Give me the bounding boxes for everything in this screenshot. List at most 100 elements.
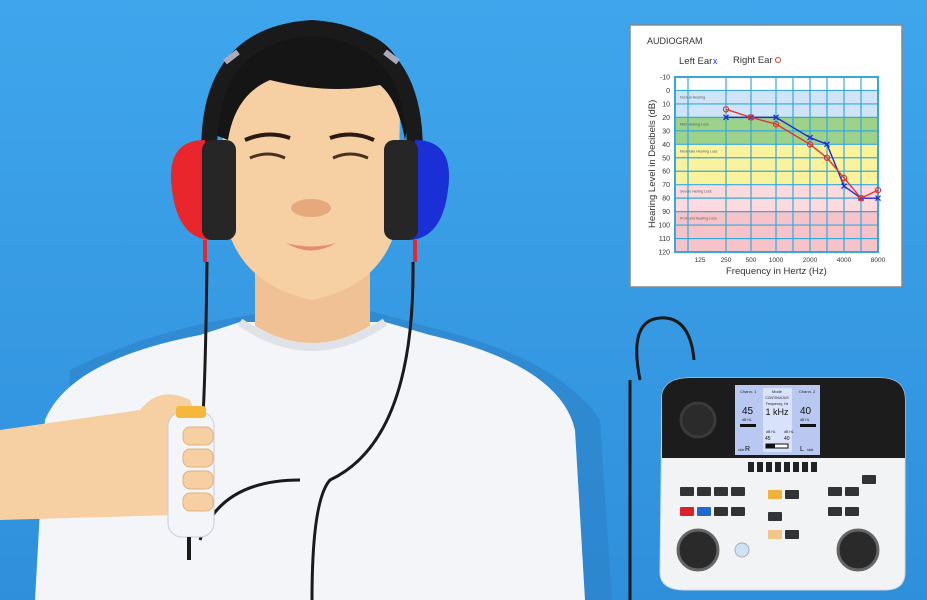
mode-label: Mode <box>772 389 783 394</box>
headband-accent <box>223 49 400 65</box>
headphones <box>170 19 450 600</box>
y-tick-label: -10 <box>660 75 670 82</box>
speaker-grille <box>679 401 717 439</box>
band-label: Normal Hearing <box>680 95 705 99</box>
headband <box>201 19 423 171</box>
frequency-value: 1 kHz <box>765 407 789 417</box>
slider-key[interactable] <box>757 462 763 472</box>
x-tick-label: 4000 <box>837 257 852 264</box>
channel2-side-label: side <box>807 448 813 452</box>
audiometer-button[interactable] <box>828 507 842 516</box>
slider-key[interactable] <box>775 462 781 472</box>
x-tick-label: 125 <box>695 257 706 264</box>
band-label: Severe Hering Loss <box>680 190 712 194</box>
response-button-yellow[interactable] <box>176 406 206 418</box>
band-label: Profound Hearing Loss <box>680 217 717 221</box>
mode-value: CONTINUOUS <box>765 396 789 400</box>
channel1-side: R <box>745 446 750 453</box>
right-ear-point <box>823 154 831 161</box>
hand-with-response-button <box>0 394 215 560</box>
y-tick-label: 60 <box>662 169 670 176</box>
channel1-dial[interactable] <box>676 528 720 572</box>
channel2-side: L <box>800 446 804 453</box>
audiometer-button[interactable] <box>785 530 799 539</box>
mouth <box>286 243 336 251</box>
right-ear-cup-pad <box>384 140 418 240</box>
right-eye-closed <box>332 152 369 160</box>
frequency-label: Frequency, Hz <box>766 402 789 406</box>
y-tick-label: 20 <box>662 115 670 122</box>
audiometer-button[interactable] <box>731 487 745 496</box>
channel2-value: 40 <box>800 406 812 417</box>
audiometer-button[interactable] <box>845 507 859 516</box>
y-tick-label: 40 <box>662 142 670 149</box>
right-ear-point <box>772 120 780 128</box>
slider-key[interactable] <box>802 462 808 472</box>
audiometer-button[interactable] <box>680 487 694 496</box>
audiometer-button[interactable] <box>697 487 711 496</box>
sub1-unit: dB HL <box>766 430 776 434</box>
right-ear-point <box>840 174 848 182</box>
left-ear-cup-red <box>170 140 210 240</box>
x-tick-label: 2000 <box>803 257 818 264</box>
left-ear-point <box>723 114 729 121</box>
audiometer-button[interactable] <box>862 475 876 484</box>
slider-key[interactable] <box>766 462 772 472</box>
slider-key[interactable] <box>793 462 799 472</box>
shirt-collar <box>237 318 388 351</box>
x-axis-label: Frequency in Hertz (Hz) <box>726 266 827 277</box>
left-ear-point <box>773 114 779 121</box>
right-ear-point <box>857 194 865 202</box>
chart-title: AUDIOGRAM <box>647 36 703 46</box>
audiometer-button[interactable] <box>768 530 782 539</box>
audiometer-button[interactable] <box>828 487 842 496</box>
slider-key[interactable] <box>784 462 790 472</box>
audiogram-card: AUDIOGRAM Left Ear x Right Ear Normal He… <box>629 24 903 288</box>
audiogram-plot: Normal Hearing Mild Hearing Loss Moderate … <box>658 75 885 265</box>
hair <box>213 25 409 140</box>
talk-button[interactable] <box>734 542 750 558</box>
channel1-side-label: side <box>738 448 744 452</box>
audiometer-button[interactable] <box>768 512 782 521</box>
y-tick-label: 90 <box>662 209 670 216</box>
right-eyebrow <box>329 132 375 142</box>
audiometer-button[interactable] <box>768 490 782 499</box>
sub2-value: 40 <box>784 436 790 442</box>
audiometer: Chann. 1 45 dB HL side R Mode CONTINUOUS… <box>628 316 906 600</box>
audiometer-button[interactable] <box>785 490 799 499</box>
y-tick-label: 0 <box>666 88 670 95</box>
left-eye-closed <box>249 152 286 160</box>
y-tick-label: 120 <box>658 250 670 257</box>
left-eyebrow <box>244 132 291 142</box>
right-ear-point <box>874 186 882 194</box>
audiometer-button[interactable] <box>714 507 728 516</box>
y-tick-label: 10 <box>662 101 670 108</box>
y-tick-label: 70 <box>662 182 670 189</box>
left-ear-point <box>841 183 847 189</box>
legend-o-marker-icon <box>775 57 781 63</box>
slider-key[interactable] <box>748 462 754 472</box>
band-label: Moderate Hearing Loss <box>680 149 718 153</box>
audiometer-keys[interactable] <box>680 462 876 539</box>
sub1-value: 45 <box>765 436 771 442</box>
y-tick-label: 50 <box>662 155 670 162</box>
y-tick-label: 110 <box>659 236 670 243</box>
channel2-label: Chann. 2 <box>799 389 816 394</box>
y-tick-label: 30 <box>662 128 670 135</box>
legend-right-ear: Right Ear <box>733 55 773 66</box>
audiometer-button[interactable] <box>731 507 745 516</box>
slider-key[interactable] <box>811 462 817 472</box>
channel2-dial[interactable] <box>836 528 880 572</box>
x-tick-label: 8000 <box>871 257 886 264</box>
audiometer-button[interactable] <box>697 507 711 516</box>
hand <box>0 394 215 520</box>
audiometer-cable <box>635 316 696 381</box>
audiometer-button[interactable] <box>680 507 694 516</box>
channel1-value: 45 <box>742 406 754 417</box>
audiometer-button[interactable] <box>845 487 859 496</box>
left-ear-cup-pad <box>202 140 236 240</box>
audiometer-button[interactable] <box>714 487 728 496</box>
left-ear-point <box>875 195 881 202</box>
x-tick-label: 250 <box>721 257 732 264</box>
